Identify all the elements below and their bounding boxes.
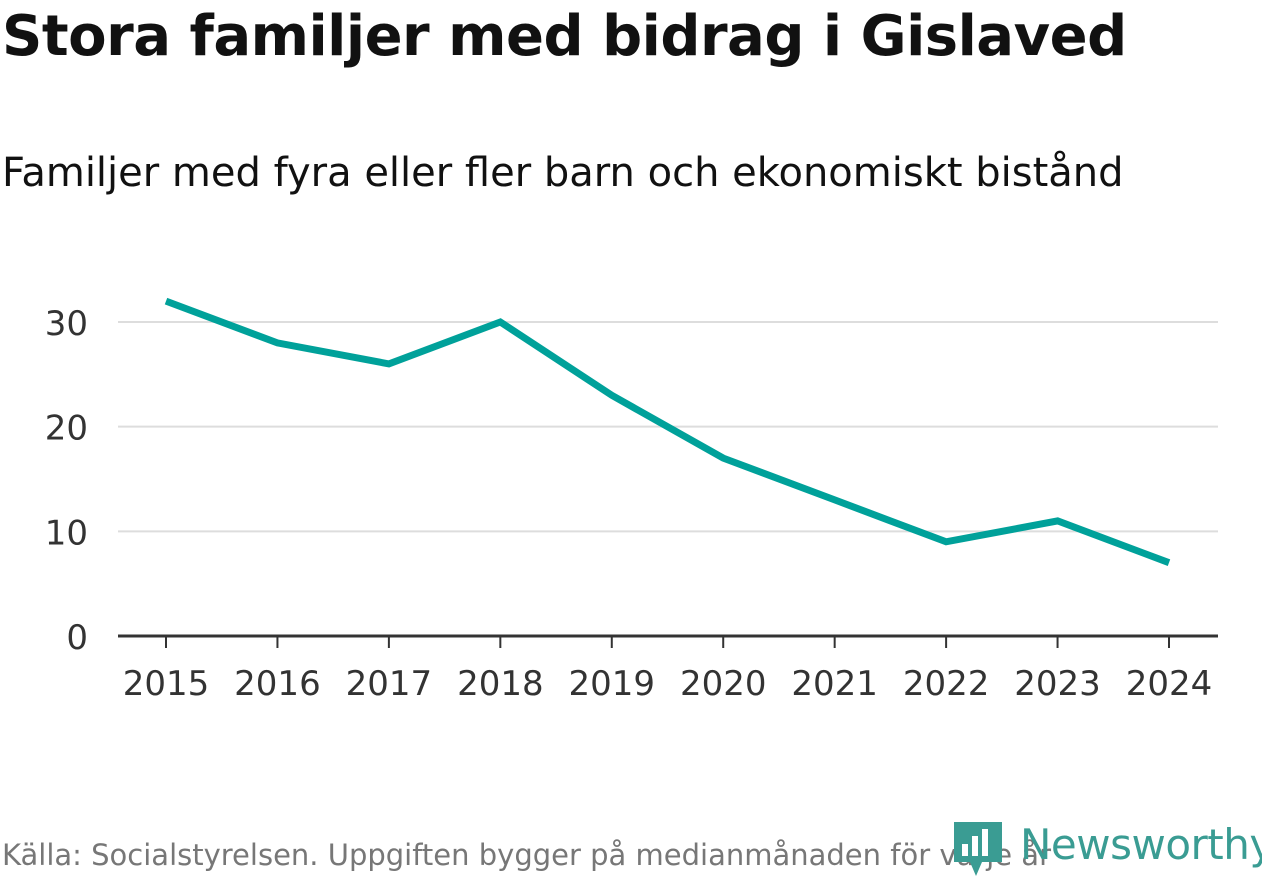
x-axis — [118, 634, 1218, 648]
y-tick-label: 0 — [66, 618, 88, 658]
x-tick-label: 2020 — [680, 664, 767, 704]
x-tick-label: 2021 — [791, 664, 878, 704]
x-tick-label: 2024 — [1126, 664, 1213, 704]
y-tick-label: 30 — [45, 304, 88, 344]
newsworthy-logo: Newsworthy — [950, 818, 1262, 878]
source-note: Källa: Socialstyrelsen. Uppgiften bygger… — [2, 838, 1051, 872]
x-tick-label: 2018 — [457, 664, 544, 704]
newsworthy-logo-icon — [954, 822, 1002, 876]
x-tick-label: 2016 — [234, 664, 321, 704]
newsworthy-logo-text: Newsworthy — [1020, 820, 1262, 869]
y-tick-labels: 0 10 20 30 — [45, 304, 88, 658]
chart-subtitle: Familjer med fyra eller fler barn och ek… — [2, 150, 1124, 196]
y-tick-label: 20 — [45, 409, 88, 449]
series-line — [164, 297, 1171, 566]
chart-title: Stora familjer med bidrag i Gislaved — [2, 4, 1127, 69]
x-tick-label: 2022 — [903, 664, 990, 704]
x-tick-label: 2015 — [123, 664, 210, 704]
x-tick-label: 2023 — [1014, 664, 1101, 704]
x-tick-label: 2017 — [346, 664, 433, 704]
x-tick-labels: 2015 2016 2017 2018 2019 2020 2021 2022 2023 2024 — [123, 664, 1213, 704]
x-tick-label: 2019 — [569, 664, 656, 704]
series-layer — [164, 297, 1171, 566]
y-tick-label: 10 — [45, 513, 88, 553]
